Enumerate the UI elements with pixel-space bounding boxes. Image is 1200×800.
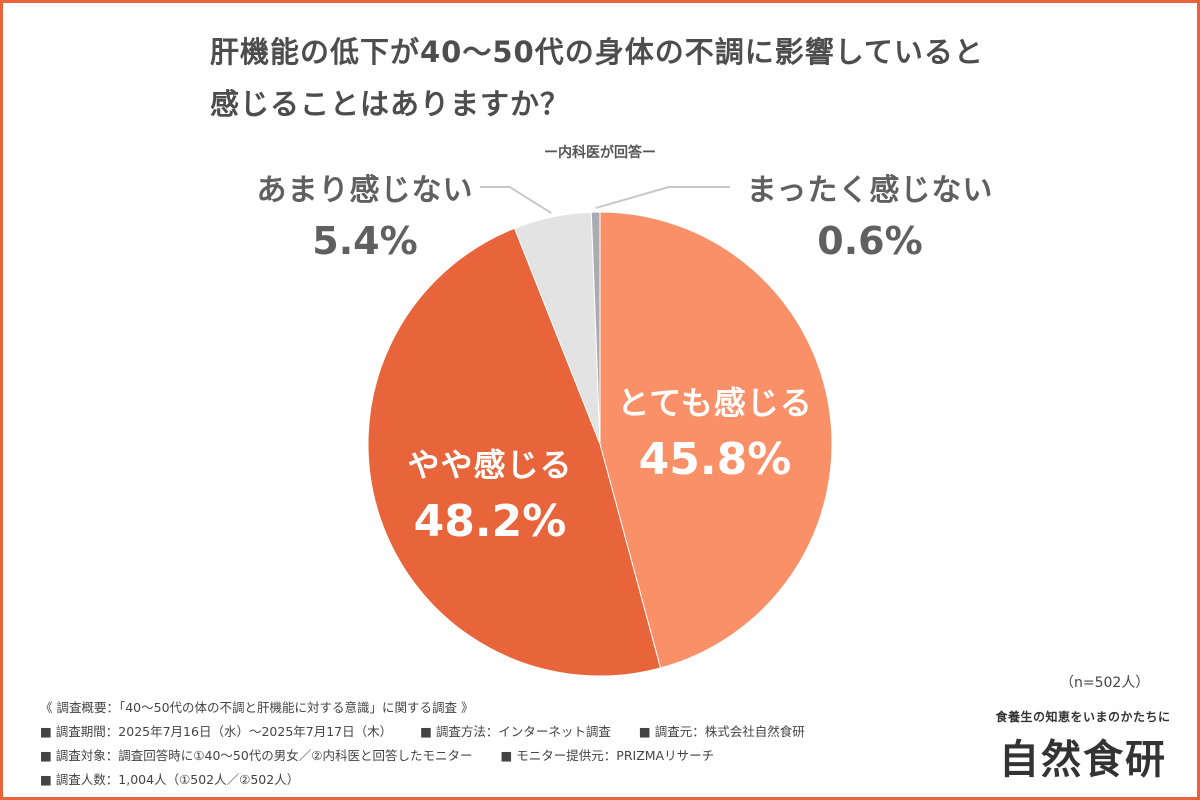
survey-heading: 《 調査概要：「40〜50代の体の不調と肝機能に対する意識」に関する調査 》 [40,700,474,715]
leader-lines [480,186,730,214]
slice-percent: 0.6% [817,219,923,263]
survey-target: ■ 調査対象：調査回答時に①40〜50代の男女／②内科医と回答したモニター [40,748,473,763]
pie-slice-yaya [367,227,662,677]
leader-line-amari [480,186,552,214]
survey-method: ■ 調査方法：インターネット調査 [420,724,611,739]
survey-row-2: ■ 調査対象：調査回答時に①40〜50代の男女／②内科医と回答したモニター ■ モ… [40,744,960,768]
slice-percent: 5.4% [312,219,418,263]
pie-slice-totemo [599,211,833,669]
pie-slices [367,211,833,677]
slice-percent: 48.2% [413,496,567,547]
survey-organizer: ■ 調査元：株式会社自然食研 [638,724,805,739]
slice-label-yaya: やや感じる 48.2% [375,440,605,547]
title-line-2: 感じることはありますか？ [210,87,571,121]
chart-subtitle: ー内科医が回答ー [544,145,656,161]
slice-label-amari: あまり感じない 5.4% [230,165,500,263]
survey-row-1: ■ 調査期間：2025年7月16日（水）〜2025年7月17日（木） ■ 調査方法… [40,720,960,744]
survey-period: ■ 調査期間：2025年7月16日（水）〜2025年7月17日（木） [40,724,393,739]
survey-overview: 《 調査概要：「40〜50代の体の不調と肝機能に対する意識」に関する調査 》 ■… [40,696,960,792]
slice-label-text: やや感じる [407,446,573,484]
brand-logo: 食養生の知恵をいまのかたちに 自然食研 [988,708,1178,785]
slice-label-text: まったく感じない [746,173,994,208]
title-line-1: 肝機能の低下が40〜50代の身体の不調に影響していると [210,35,984,69]
survey-count: ■ 調査人数：1,004人（①502人／②502人） [40,772,300,787]
chart-title: 肝機能の低下が40〜50代の身体の不調に影響していると 感じることはありますか？ [210,26,1070,130]
leader-line-mattaku [595,186,730,210]
survey-provider: ■ モニター提供元：PRIZMAリサーチ [500,748,715,763]
sample-size-note: （n=502人） [1060,675,1150,691]
brand-tagline: 食養生の知恵をいまのかたちに [995,710,1171,724]
brand-name: 自然食研 [999,736,1167,783]
slice-label-totemo: とても感じる 45.8% [600,378,830,485]
slice-label-text: あまり感じない [256,173,474,208]
pie-slice-mattaku [590,211,601,445]
slice-label-mattaku: まったく感じない 0.6% [720,165,1020,263]
slice-label-text: とても感じる [617,384,813,422]
slice-percent: 45.8% [638,434,792,485]
